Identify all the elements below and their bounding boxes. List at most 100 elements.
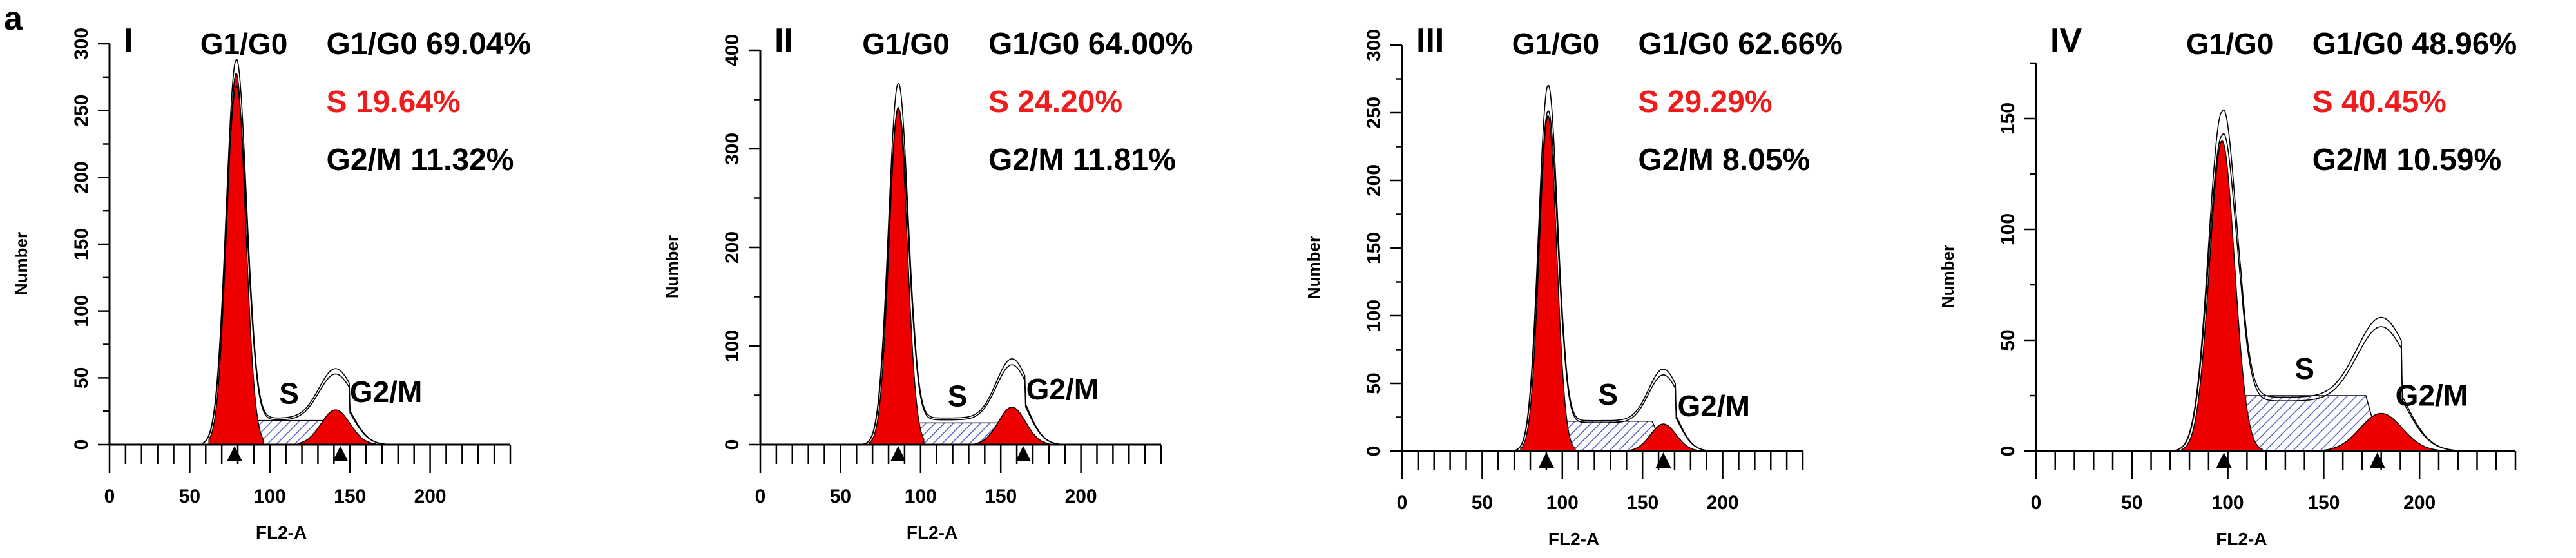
y-tick-label: 400: [722, 34, 743, 66]
peak-marker: [2216, 452, 2232, 468]
stat-s: S 24.20%: [988, 85, 1122, 119]
x-tick-label: 150: [1626, 492, 1658, 514]
g1-peak: [208, 72, 264, 445]
x-tick-label: 150: [985, 486, 1017, 507]
raw-histogram: [1514, 110, 1710, 452]
x-tick-label: 100: [1546, 492, 1579, 514]
y-tick-label: 250: [1363, 97, 1385, 129]
y-tick-label: 300: [722, 133, 743, 165]
g2-peak: [1626, 423, 1701, 452]
y-tick-label: 0: [722, 439, 743, 450]
y-tick-label: 100: [1997, 213, 2019, 245]
histogram-panel-2: 0 50 100 150 200 0 100 200 300 400 FL2-A Number II G1…: [662, 22, 1193, 543]
x-tick-label: 0: [104, 486, 115, 507]
y-tick-label: 0: [1363, 446, 1385, 457]
stat-s: S 29.29%: [1638, 85, 1772, 119]
histogram-panel-3: 0 50 100 150 200 0 50 100 150 200 250 300 FL2-A Numbe…: [1304, 22, 1843, 549]
peak-marker: [332, 446, 349, 461]
peak-marker: [2369, 452, 2385, 468]
stat-g1-g0: G1/G0 48.96%: [2312, 27, 2517, 61]
panel-label: I: [124, 22, 133, 59]
fit-envelope: [202, 59, 386, 445]
peak-marker: [1015, 446, 1032, 461]
stat-g1-g0: G1/G0 69.04%: [327, 27, 532, 61]
g2-peak-label: G2/M: [350, 375, 422, 409]
stat-g2-m: G2/M 11.32%: [327, 143, 514, 177]
peak-marker: [1538, 452, 1554, 468]
y-tick-label: 50: [1997, 329, 2019, 351]
y-tick-label: 200: [722, 231, 743, 264]
x-tick-label: 50: [2121, 492, 2142, 514]
x-tick-label: 0: [2031, 492, 2042, 514]
y-tick-label: 150: [71, 228, 92, 260]
x-axis-title: FL2-A: [2216, 529, 2267, 549]
g2-peak: [2323, 412, 2443, 452]
y-tick-label: 100: [71, 295, 92, 327]
x-tick-label: 200: [2403, 492, 2436, 514]
g1-peak-label: G1/G0: [1512, 27, 1600, 61]
stat-g2-m: G2/M 8.05%: [1638, 143, 1810, 177]
y-tick-label: 200: [1363, 164, 1385, 197]
y-tick-label: 0: [1997, 446, 2019, 457]
panel-label: II: [774, 22, 793, 59]
x-tick-label: 50: [179, 486, 200, 507]
g1-peak: [1520, 114, 1576, 452]
y-tick-label: 100: [1363, 300, 1385, 332]
y-tick-label: 250: [71, 95, 92, 127]
y-tick-label: 200: [71, 161, 92, 193]
x-tick-label: 0: [1397, 492, 1408, 514]
s-peak-label: S: [948, 379, 968, 412]
x-tick-label: 200: [1065, 486, 1097, 507]
y-tick-label: 300: [1363, 29, 1385, 61]
fit-envelope: [2174, 109, 2454, 451]
s-peak-label: S: [1598, 378, 1618, 411]
g2-peak-label: G2/M: [1678, 389, 1750, 423]
y-axis-title: Number: [12, 232, 31, 295]
g1-peak-label: G1/G0: [2186, 27, 2274, 61]
g2-peak: [974, 407, 1050, 445]
raw-histogram: [863, 108, 1059, 445]
raw-histogram: [202, 86, 386, 445]
peak-marker: [227, 446, 243, 461]
x-axis-title: FL2-A: [256, 523, 307, 543]
y-tick-label: 50: [1363, 372, 1385, 394]
g2-peak: [298, 409, 376, 445]
x-axis-title: FL2-A: [1548, 529, 1599, 549]
y-axis-title: Number: [662, 235, 682, 298]
y-tick-label: 0: [71, 439, 92, 450]
stat-g2-m: G2/M 10.59%: [2312, 143, 2501, 177]
y-tick-label: 50: [71, 367, 92, 389]
histogram-panel-4: 0 50 100 150 200 0 50 100 150 FL2-A Number IV G1/G0 S…: [1938, 22, 2517, 549]
y-tick-label: 150: [1363, 232, 1385, 264]
x-tick-label: 100: [905, 486, 937, 507]
figure-label: a: [4, 0, 23, 37]
s-peak-label: S: [2294, 352, 2314, 385]
y-tick-label: 100: [722, 330, 743, 362]
x-tick-label: 200: [414, 486, 447, 507]
x-tick-label: 50: [830, 486, 851, 507]
x-tick-label: 100: [2212, 492, 2244, 514]
x-tick-label: 200: [1707, 492, 1739, 514]
y-axis-title: Number: [1938, 245, 1957, 308]
x-tick-label: 150: [2307, 492, 2340, 514]
x-axis-title: FL2-A: [907, 523, 957, 543]
x-tick-label: 100: [254, 486, 286, 507]
x-tick-label: 150: [334, 486, 366, 507]
y-axis-title: Number: [1304, 236, 1323, 299]
peak-marker: [1655, 452, 1671, 468]
raw-histogram: [2174, 133, 2454, 451]
panel-label: III: [1416, 22, 1444, 59]
x-tick-label: 50: [1472, 492, 1493, 514]
g2-peak-label: G2/M: [1026, 372, 1099, 406]
histogram-panel-1: 0 50 100 150 200 0 50 100 150 200 250 300 FL2-A Numbe…: [12, 22, 531, 543]
stat-g1-g0: G1/G0 62.66%: [1638, 27, 1843, 61]
s-peak-label: S: [279, 377, 299, 410]
x-tick-label: 0: [755, 486, 766, 507]
g1-peak-label: G1/G0: [862, 27, 950, 61]
g1-peak: [2181, 140, 2263, 452]
g1-peak-label: G1/G0: [200, 27, 288, 61]
stat-g1-g0: G1/G0 64.00%: [988, 27, 1193, 61]
stat-s: S 19.64%: [327, 85, 461, 119]
g2-peak-label: G2/M: [2396, 379, 2468, 412]
fit-envelope: [1514, 84, 1710, 452]
